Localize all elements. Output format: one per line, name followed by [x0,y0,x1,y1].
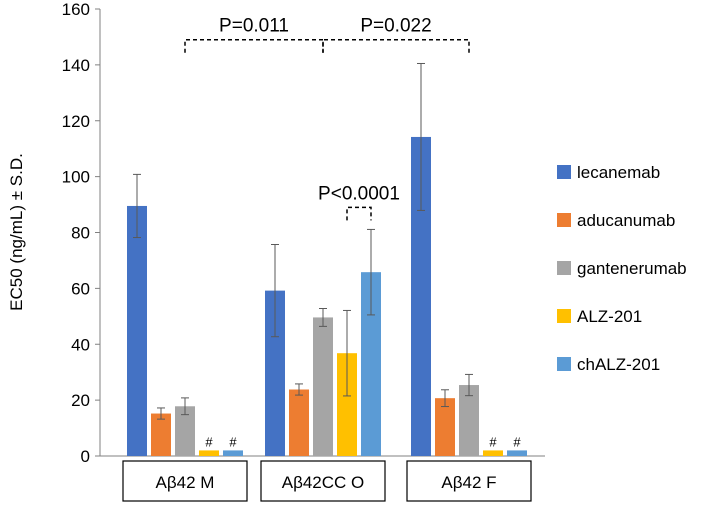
p-value-label: P=0.022 [360,16,431,37]
category-box [406,460,532,502]
significance-bracket [346,206,372,221]
bar-chALZ-201 [223,450,243,456]
bar-lecanemab [127,205,147,456]
not-determined-mark: # [205,434,213,449]
legend: lecanemab aducanumab gantenerumab ALZ-201 ch… [557,163,687,374]
category-box [122,460,248,502]
category-box-layer: Aβ42 M Aβ42CC O Aβ42 F [122,460,532,502]
bar-aducanumab [435,398,455,456]
p-value-label: P=0.011 [219,16,289,37]
y-tick-label: 160 [62,0,90,19]
bar-aducanumab [289,389,309,456]
legend-label: lecanemab [577,163,660,182]
y-tick-label: 0 [81,447,90,466]
legend-label: ALZ-201 [577,307,642,326]
y-tick-label: 120 [62,112,90,131]
bar-ALZ-201 [483,450,503,456]
y-tick-label: 140 [62,56,90,75]
legend-swatch-gantenerumab [557,261,571,275]
y-tick-label: 80 [71,224,90,243]
bar-gantenerumab [175,406,195,456]
significance-bracket [184,38,324,53]
bar-chALZ-201 [507,450,527,456]
y-tick-label: 20 [71,391,90,410]
y-axis-label: EC50 (ng/mL) ± S.D. [7,153,26,311]
not-determined-mark: # [229,434,237,449]
bar-layer: # # # # [127,62,527,457]
annotation-layer: P=0.011 P=0.022 P<0.0001 [184,16,470,221]
p-value-label: P<0.0001 [318,183,400,204]
bar-gantenerumab [313,317,333,456]
y-tick-label: 40 [71,335,90,354]
y-tick-label: 100 [62,168,90,187]
category-label: Aβ42CC O [282,473,365,492]
bar-ALZ-201 [199,450,219,456]
bar-aducanumab [151,413,171,456]
bar-lecanemab [265,290,285,456]
legend-label: chALZ-201 [577,355,660,374]
legend-label: aducanumab [577,211,675,230]
not-determined-mark: # [513,434,521,449]
significance-bracket [322,38,470,53]
axis-layer: 0 20 40 60 80 100 120 140 160 [62,0,545,466]
category-box [260,460,386,502]
category-label: Aβ42 F [441,473,496,492]
category-label: Aβ42 M [156,473,215,492]
legend-swatch-chALZ-201 [557,357,571,371]
legend-swatch-lecanemab [557,165,571,179]
legend-swatch-ALZ-201 [557,309,571,323]
bar-gantenerumab [459,385,479,456]
bar-chALZ-201 [361,272,381,456]
legend-label: gantenerumab [577,259,687,278]
bar-ALZ-201 [337,353,357,456]
not-determined-mark: # [489,434,497,449]
bar-lecanemab [411,136,431,457]
y-tick-label: 60 [71,279,90,298]
legend-swatch-aducanumab [557,213,571,227]
